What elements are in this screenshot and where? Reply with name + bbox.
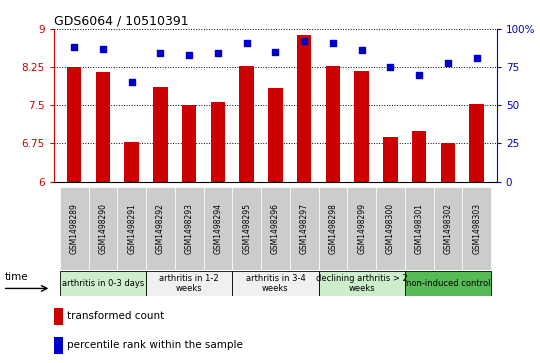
Text: GSM1498300: GSM1498300 [386, 203, 395, 254]
Text: GSM1498301: GSM1498301 [415, 203, 424, 254]
Bar [60, 271, 146, 296]
Text: GSM1498297: GSM1498297 [300, 203, 309, 254]
Bar [204, 187, 232, 270]
Bar [441, 143, 455, 182]
Point [443, 60, 452, 65]
Text: GSM1498302: GSM1498302 [443, 203, 453, 254]
Point [386, 64, 395, 70]
Text: time: time [4, 272, 28, 282]
Point [214, 50, 222, 56]
Text: GSM1498290: GSM1498290 [98, 203, 107, 254]
Bar [469, 104, 484, 182]
Point [70, 44, 78, 50]
Bar [383, 137, 397, 182]
Bar [462, 187, 491, 270]
Bar [319, 187, 347, 270]
Bar [175, 187, 204, 270]
Text: transformed count: transformed count [68, 311, 165, 321]
Point [472, 55, 481, 61]
Text: GSM1498299: GSM1498299 [357, 203, 366, 254]
Bar [319, 271, 405, 296]
Bar [153, 87, 167, 182]
Bar [290, 187, 319, 270]
Bar [268, 88, 282, 182]
Text: GSM1498294: GSM1498294 [213, 203, 222, 254]
Bar [354, 71, 369, 182]
Text: GSM1498289: GSM1498289 [70, 203, 79, 254]
Text: percentile rank within the sample: percentile rank within the sample [68, 340, 243, 350]
Bar [124, 142, 139, 182]
Bar [117, 187, 146, 270]
Bar [89, 187, 117, 270]
Text: GSM1498295: GSM1498295 [242, 203, 251, 254]
Bar [67, 67, 82, 182]
Point [415, 72, 423, 78]
Bar [347, 187, 376, 270]
Text: declining arthritis > 2
weeks: declining arthritis > 2 weeks [316, 274, 408, 293]
Bar [182, 105, 197, 182]
Text: GSM1498293: GSM1498293 [185, 203, 194, 254]
Point [185, 52, 193, 58]
Bar [54, 308, 63, 325]
Text: GSM1498303: GSM1498303 [472, 203, 481, 254]
Point [127, 79, 136, 85]
Bar [434, 187, 462, 270]
Point [328, 40, 337, 46]
Text: arthritis in 1-2
weeks: arthritis in 1-2 weeks [159, 274, 219, 293]
Point [99, 46, 107, 52]
Text: GSM1498292: GSM1498292 [156, 203, 165, 254]
Point [156, 50, 165, 56]
Bar [232, 271, 319, 296]
Text: non-induced control: non-induced control [406, 279, 490, 288]
Point [300, 38, 308, 44]
Bar [405, 271, 491, 296]
Bar [211, 102, 225, 182]
Point [271, 49, 280, 55]
Bar [54, 337, 63, 354]
Text: GDS6064 / 10510391: GDS6064 / 10510391 [54, 15, 188, 28]
Point [242, 40, 251, 46]
Text: GSM1498296: GSM1498296 [271, 203, 280, 254]
Bar [60, 187, 89, 270]
Bar [376, 187, 405, 270]
Bar [326, 66, 340, 182]
Bar [232, 187, 261, 270]
Bar [146, 187, 175, 270]
Bar [412, 131, 427, 182]
Text: GSM1498291: GSM1498291 [127, 203, 136, 254]
Bar [146, 271, 232, 296]
Text: arthritis in 3-4
weeks: arthritis in 3-4 weeks [246, 274, 305, 293]
Bar [96, 72, 110, 182]
Text: arthritis in 0-3 days: arthritis in 0-3 days [62, 279, 144, 288]
Text: GSM1498298: GSM1498298 [328, 203, 338, 254]
Bar [239, 66, 254, 182]
Point [357, 48, 366, 53]
Bar [405, 187, 434, 270]
Bar [261, 187, 290, 270]
Bar [297, 35, 312, 182]
